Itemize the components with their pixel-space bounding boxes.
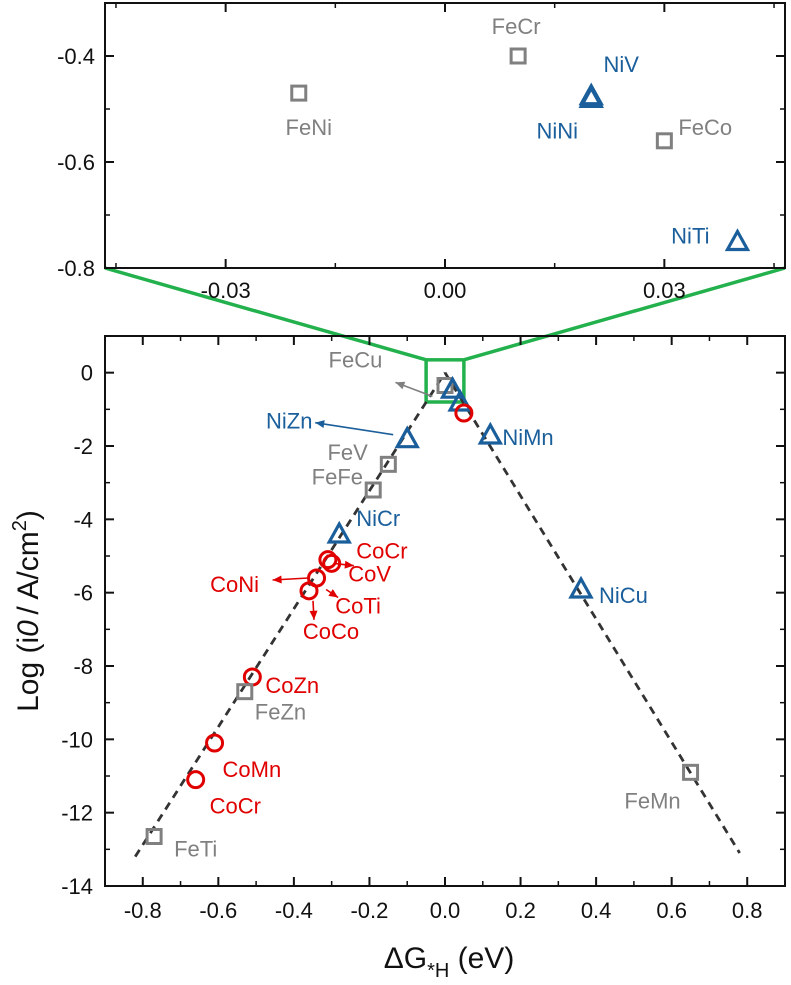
co-point	[454, 403, 474, 423]
inset-y-tick-label: -0.4	[57, 44, 95, 69]
nicu-ni-point	[568, 575, 594, 599]
y-axis-title-part: / A/cm	[12, 531, 45, 614]
nicr-label: NiCr	[356, 506, 400, 531]
x-tick-label: -0.2	[350, 898, 388, 923]
x-axis-title-part: *H	[427, 960, 449, 982]
x-tick-label: 0.8	[732, 898, 763, 923]
x-tick-label: 0.4	[581, 898, 612, 923]
niti-label: NiTi	[671, 224, 709, 249]
zoom-connector-left	[104, 266, 427, 362]
feco-fe-point	[655, 132, 673, 150]
fefe-label: FeFe	[312, 464, 363, 489]
cocr-co-point	[318, 550, 338, 570]
cocr-label: CoCr	[210, 794, 261, 819]
nizn-label: NiZn	[266, 409, 312, 434]
y-axis-title-part: Log (i	[12, 637, 45, 712]
y-tick-label: -12	[61, 801, 93, 826]
feco-label: FeCo	[678, 115, 732, 140]
x-tick-label: -0.6	[199, 898, 237, 923]
coti-arrowhead	[328, 589, 339, 598]
coco-label: CoCo	[303, 619, 359, 644]
cocr-label: CoCr	[356, 539, 407, 564]
fefe-fe-point	[379, 455, 397, 473]
cozn-co-point	[242, 667, 262, 687]
cocr-co-point	[186, 770, 206, 790]
nizn-arrowhead	[315, 420, 325, 428]
x-tick-label: 0.0	[430, 898, 461, 923]
zoom-connector-layer	[104, 266, 786, 404]
x-tick-label: -0.4	[275, 898, 313, 923]
niti-ni-point	[724, 228, 751, 252]
cov-co-point	[322, 553, 342, 573]
nicr-ni-point	[326, 520, 352, 544]
nimn-label: NiMn	[502, 425, 553, 450]
y-tick-label: -10	[61, 727, 93, 752]
x-tick-label: -0.8	[124, 898, 162, 923]
x-axis-title-part: ΔG	[384, 942, 427, 975]
y-axis-title: Log (i0 / A/cm2)	[9, 510, 51, 712]
nizn-arrow	[315, 421, 394, 436]
cov-label: CoV	[348, 561, 391, 586]
volcano-trend-line	[134, 371, 447, 858]
x-axis-title-part: (eV)	[449, 942, 514, 975]
coco-co-point	[299, 581, 319, 601]
y-tick-label: -8	[73, 654, 93, 679]
coni-arrowhead	[272, 575, 282, 584]
fezn-label: FeZn	[255, 700, 306, 725]
inset-x-tick-label: -0.03	[201, 278, 251, 303]
nizn-ni-point	[394, 425, 420, 449]
y-axis-title-part: 0	[12, 620, 45, 637]
y-tick-label: -2	[73, 434, 93, 459]
y-tick-label: -6	[73, 581, 93, 606]
y-tick-label: 0	[81, 361, 93, 386]
feti-fe-point	[145, 828, 163, 845]
nimn-ni-point	[477, 421, 504, 445]
x-axis-title: ΔG*H (eV)	[384, 942, 515, 982]
fecu-label: FeCu	[329, 347, 383, 372]
y-tick-label: -4	[73, 507, 93, 532]
fe-point	[364, 481, 382, 499]
coti-label: CoTi	[335, 594, 381, 619]
fev-label: FeV	[327, 440, 368, 465]
inset-y-tick-label: -0.8	[57, 256, 95, 281]
x-tick-label: 0.6	[656, 898, 687, 923]
nini-label: NiNi	[536, 118, 578, 143]
fecr-fe-point	[509, 47, 527, 65]
zoom-box	[424, 358, 466, 404]
niv-label: NiV	[604, 52, 640, 77]
y-axis-title-part: )	[12, 510, 45, 520]
comn-label: CoMn	[223, 757, 282, 782]
feti-label: FeTi	[174, 837, 217, 862]
zoom-connector-right	[463, 266, 786, 362]
main-frame	[104, 335, 786, 887]
volcano-trend-line	[443, 371, 741, 854]
main-chart: -0.8 -0.6 -0.4 -0.2 0.0 0.2 0.4 0.6 0.8 0 -2 -4 -6 -8…	[9, 335, 786, 982]
inset-chart: -0.03 0.00 0.03 -0.4 -0.6 -0.8 FeCr FeNi NiV NiNi…	[57, 2, 786, 303]
ni-point	[439, 375, 466, 399]
inset-x-tick-label: 0.00	[424, 278, 467, 303]
x-tick-label: 0.2	[505, 898, 536, 923]
ni-point	[447, 388, 473, 412]
comn-co-point	[205, 733, 225, 753]
feni-fe-point	[290, 84, 308, 102]
coco-arrowhead	[309, 610, 318, 620]
fecr-label: FeCr	[492, 14, 541, 39]
femn-fe-point	[682, 763, 700, 781]
coni-label: CoNi	[210, 572, 259, 597]
y-axis-title-part: 2	[9, 520, 31, 531]
feni-label: FeNi	[286, 115, 332, 140]
y-tick-label: -14	[61, 874, 93, 899]
cocr-arrowhead	[344, 560, 354, 569]
inset-y-tick-label: -0.6	[57, 150, 95, 175]
nicu-label: NiCu	[599, 583, 648, 608]
cozn-label: CoZn	[265, 673, 319, 698]
fecu-arrowhead	[395, 381, 406, 390]
nini-ni-point	[578, 85, 604, 109]
femn-label: FeMn	[624, 788, 680, 813]
inset-x-tick-label: 0.03	[643, 278, 686, 303]
fezn-fe-point	[236, 683, 254, 701]
